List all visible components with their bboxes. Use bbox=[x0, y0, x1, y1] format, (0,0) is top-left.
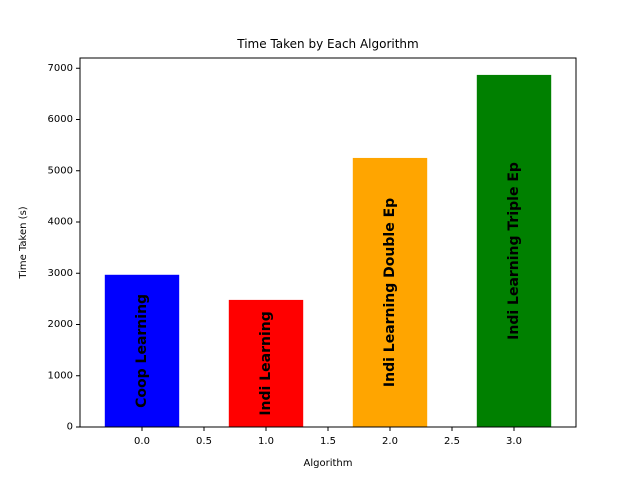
bar-label-3: Indi Learning Triple Ep bbox=[506, 162, 522, 340]
y-tick-label: 6000 bbox=[48, 114, 73, 125]
bar-2 bbox=[352, 157, 428, 427]
x-tick-label: 2.5 bbox=[444, 436, 460, 447]
y-axis-label: Time Taken (s) bbox=[18, 206, 29, 279]
x-tick-label: 0.5 bbox=[196, 436, 212, 447]
chart-title: Time Taken by Each Algorithm bbox=[236, 37, 418, 51]
bar-label-0: Coop Learning bbox=[134, 294, 150, 408]
bar-1 bbox=[228, 299, 304, 427]
bar-label-1: Indi Learning bbox=[258, 311, 274, 415]
x-tick-label: 2.0 bbox=[382, 436, 398, 447]
bar-labels-layer: Coop Learning Indi Learning Indi Learning … bbox=[134, 162, 522, 416]
y-tick-label: 1000 bbox=[48, 370, 73, 381]
y-tick-label: 0 bbox=[67, 422, 73, 433]
x-tick-label: 1.0 bbox=[258, 436, 274, 447]
x-tick-label: 3.0 bbox=[506, 436, 522, 447]
y-tick-label: 4000 bbox=[48, 217, 73, 228]
bar-3 bbox=[476, 74, 552, 427]
y-tick-label: 3000 bbox=[48, 268, 73, 279]
y-tick-label: 7000 bbox=[48, 63, 73, 74]
x-tick-label: 0.0 bbox=[134, 436, 150, 447]
y-axis-ticks: 0 1000 2000 3000 4000 5000 6000 7000 bbox=[48, 63, 80, 433]
x-tick-label: 1.5 bbox=[320, 436, 336, 447]
y-tick-label: 5000 bbox=[48, 165, 73, 176]
bar-0 bbox=[104, 274, 180, 427]
bars-layer bbox=[104, 74, 552, 427]
bar-label-2: Indi Learning Double Ep bbox=[382, 198, 398, 387]
y-tick-label: 2000 bbox=[48, 319, 73, 330]
x-axis-label: Algorithm bbox=[304, 458, 353, 469]
x-axis-ticks: 0.0 0.5 1.0 1.5 2.0 2.5 3.0 bbox=[134, 427, 522, 447]
